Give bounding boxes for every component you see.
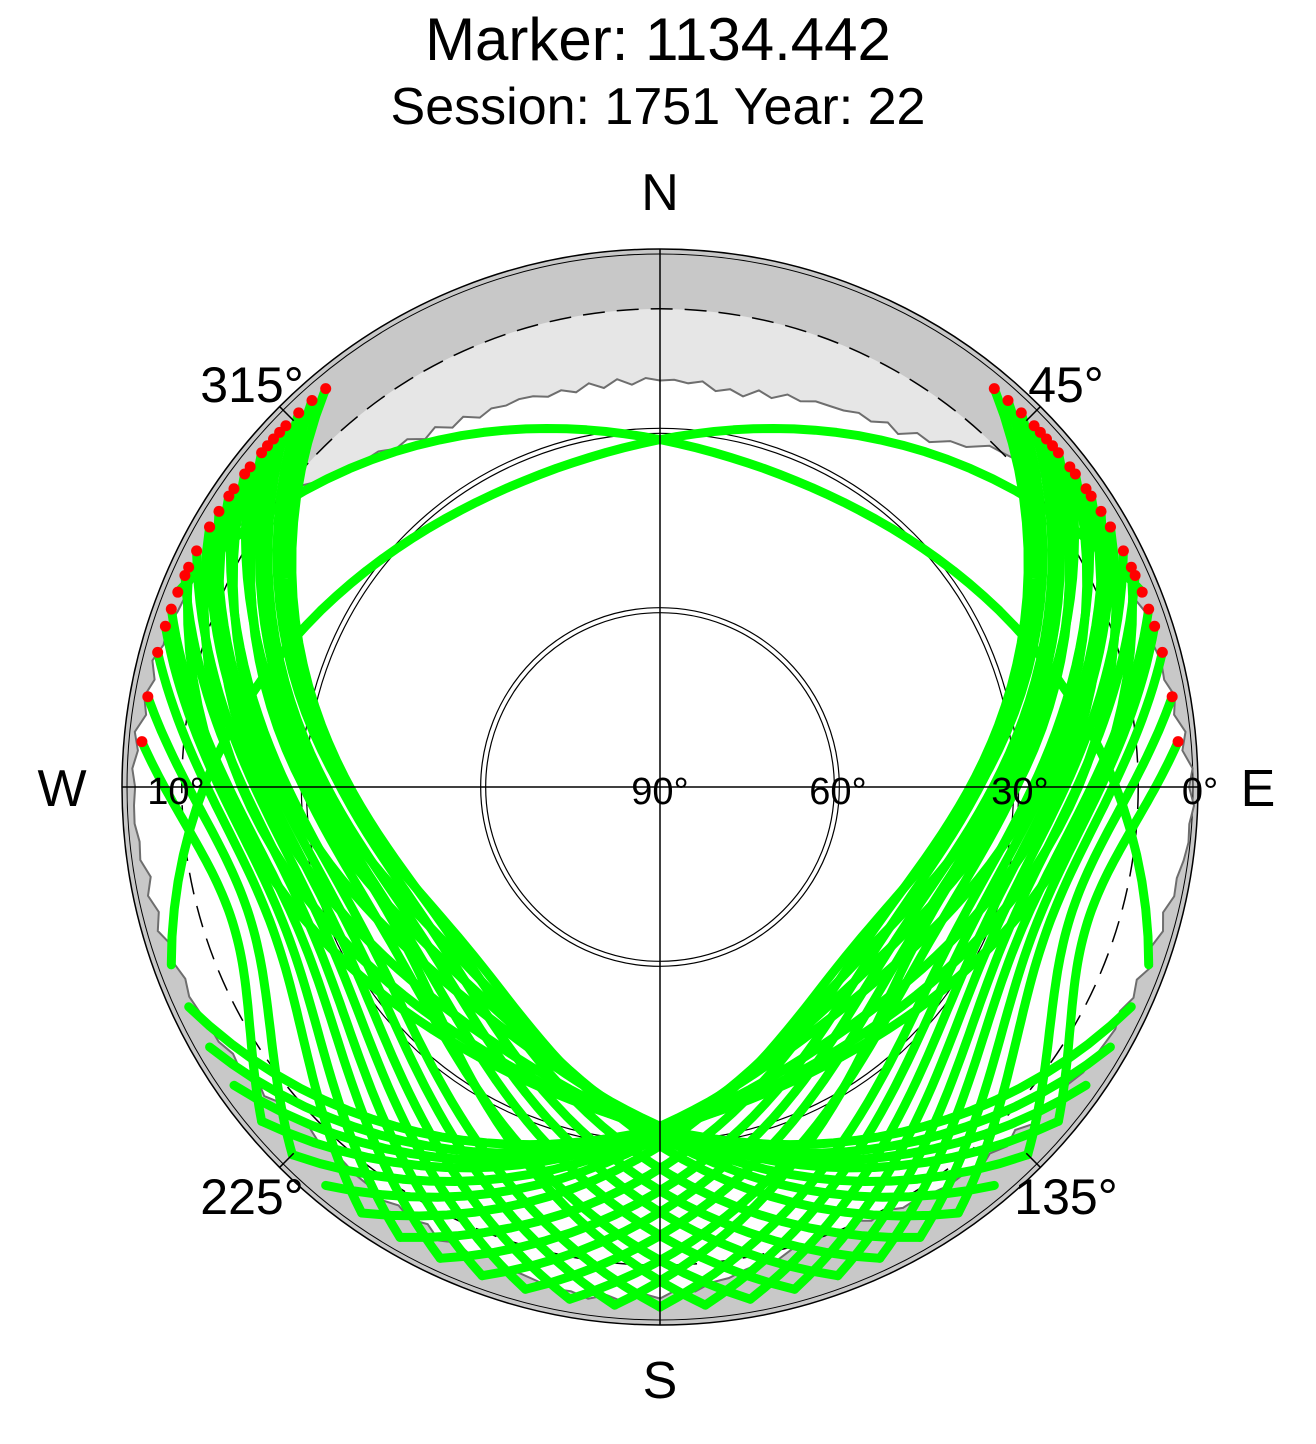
track-endpoint (1172, 736, 1184, 748)
track-endpoint (1104, 521, 1116, 533)
axes (122, 249, 1198, 1325)
satellite-track (229, 491, 1106, 1165)
azimuth-tick-315 (279, 406, 295, 422)
satellite-track (153, 647, 367, 1218)
track-endpoint (1143, 603, 1155, 615)
satellite-track (182, 562, 1136, 1150)
track-endpoint (1015, 407, 1027, 419)
track-endpoint (213, 505, 225, 517)
satellite-track (272, 408, 963, 1221)
track-endpoint (1129, 569, 1141, 581)
satellite-track (137, 737, 267, 1126)
azimuth-label-45: 45° (1028, 357, 1104, 413)
azimuth-tick-135 (1025, 1152, 1041, 1168)
track-endpoint (1002, 395, 1014, 407)
track-endpoint (239, 468, 251, 480)
satellite-track (173, 424, 1154, 970)
elevation-label-30: 30° (991, 771, 1048, 813)
track-endpoint (293, 407, 305, 419)
track-endpoint (1069, 468, 1081, 480)
track-endpoint (172, 586, 184, 598)
satellite-track (246, 441, 1033, 1186)
track-endpoint (183, 561, 195, 573)
satellite-track (214, 491, 1091, 1165)
track-endpoint (1125, 561, 1137, 573)
elevation-label-60: 60° (809, 771, 866, 813)
track-endpoint (262, 440, 274, 452)
cardinal-label-w: W (37, 760, 86, 818)
track-endpoint (204, 521, 216, 533)
satellite-track (192, 546, 530, 1294)
satellite-track (257, 469, 1092, 1173)
track-endpoint (165, 603, 177, 615)
cardinal-label-n: N (641, 164, 679, 222)
satellite-track (184, 562, 1138, 1150)
satellite-track (287, 441, 1074, 1186)
satellite-track (228, 469, 1063, 1173)
track-endpoint (1046, 440, 1058, 452)
elevation-label-0: 0° (1182, 771, 1218, 813)
azimuth-tick-45 (1025, 406, 1041, 422)
azimuth-tick-225 (279, 1152, 295, 1168)
chart-title: Marker: 1134.442 (425, 6, 891, 73)
track-endpoint (988, 383, 1000, 395)
cardinal-label-e: E (1241, 760, 1276, 818)
track-endpoint (136, 736, 148, 748)
satellite-track (213, 506, 620, 1310)
satellite-track (257, 427, 999, 1202)
track-endpoint (1095, 505, 1107, 517)
satellite-track (953, 647, 1167, 1218)
satellite-track (287, 384, 925, 1242)
track-endpoint (1156, 646, 1168, 658)
track-endpoint (1149, 620, 1161, 632)
track-endpoint (179, 569, 191, 581)
chart-subtitle: Session: 1751 Year: 22 (391, 78, 926, 136)
track-endpoint (274, 426, 286, 438)
satellite-track (160, 621, 405, 1242)
satellite-track (1023, 692, 1177, 1160)
track-endpoint (320, 383, 332, 395)
azimuth-label-315: 315° (200, 357, 303, 413)
satellite-track (1053, 737, 1183, 1126)
azimuth-label-135: 135° (1014, 1169, 1117, 1225)
track-endpoint (1034, 426, 1046, 438)
track-endpoints (136, 383, 1184, 748)
track-endpoint (223, 490, 235, 502)
elevation-label-90: 90° (631, 771, 688, 813)
track-endpoint (159, 620, 171, 632)
track-endpoint (306, 395, 318, 407)
azimuth-label-225: 225° (200, 1169, 303, 1225)
satellite-track (321, 427, 1063, 1202)
track-endpoint (191, 545, 203, 557)
track-endpoint (1085, 490, 1097, 502)
elevation-label-10: 10° (147, 771, 204, 813)
track-endpoint (142, 691, 154, 703)
track-endpoint (1117, 545, 1129, 557)
satellite-track (357, 408, 1048, 1221)
track-endpoint (152, 646, 164, 658)
satellite-tracks (137, 384, 1183, 1312)
satellite-track (395, 384, 1033, 1242)
cardinal-label-s: S (643, 1352, 678, 1410)
satellite-track (143, 692, 297, 1160)
track-endpoint (1166, 691, 1178, 703)
track-endpoint (1136, 586, 1148, 598)
